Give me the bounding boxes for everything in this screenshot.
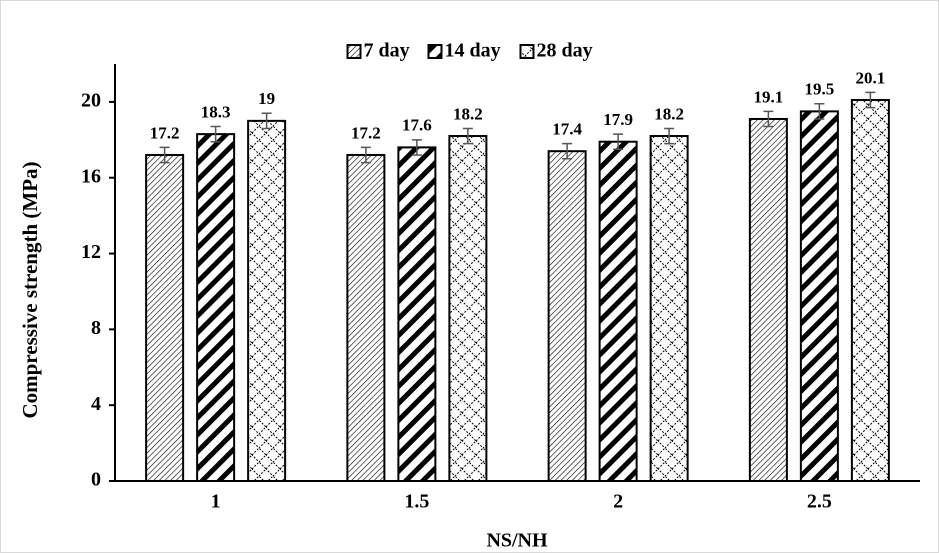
y-tick-label: 20: [81, 90, 101, 112]
error-bar: [814, 103, 825, 120]
data-label: 18.2: [453, 104, 483, 123]
x-tick-label: 1: [211, 491, 221, 513]
data-label: 17.2: [351, 123, 381, 142]
error-bar: [210, 125, 221, 143]
y-tick-label: 16: [81, 165, 101, 187]
error-bar: [664, 127, 675, 145]
y-tick-label: 12: [81, 241, 101, 263]
data-label: 17.2: [150, 123, 180, 142]
data-label: 19.5: [805, 80, 835, 99]
legend-label: 28 day: [537, 40, 593, 62]
error-bar: [360, 146, 371, 164]
error-bar: [261, 112, 272, 130]
data-label: 17.9: [603, 110, 633, 129]
legend: 7 day 14 day 28 day: [346, 40, 593, 62]
y-axis-label: Compressive strength (MPa): [18, 161, 42, 418]
x-tick-label: 1.5: [404, 491, 429, 513]
error-bar: [613, 133, 624, 151]
x-tick-label: 2.5: [807, 491, 832, 513]
data-label: 19: [258, 89, 275, 108]
legend-label: 7 day: [364, 40, 410, 62]
data-label: 20.1: [856, 68, 886, 87]
bar: [649, 135, 689, 482]
y-tick-label: 4: [91, 393, 101, 415]
bar: [346, 153, 386, 482]
legend-label: 14 day: [445, 40, 501, 62]
error-bar: [562, 142, 573, 160]
error-bar: [865, 91, 876, 109]
legend-swatch: [519, 44, 535, 59]
y-tick-label: 8: [91, 317, 101, 339]
legend-swatch: [427, 44, 443, 59]
error-bar: [159, 146, 170, 164]
bar: [598, 140, 638, 483]
error-bar: [763, 110, 774, 128]
bar: [850, 99, 890, 482]
data-label: 18.2: [654, 104, 684, 123]
bar: [547, 150, 587, 482]
data-label: 19.1: [754, 87, 784, 106]
y-tick-label: 0: [91, 469, 101, 491]
legend-swatch: [346, 44, 362, 59]
error-bar: [462, 127, 473, 145]
bar: [247, 119, 287, 482]
data-label: 18.3: [201, 102, 231, 121]
bar: [748, 117, 788, 483]
data-label: 17.4: [552, 120, 582, 139]
bar: [145, 153, 185, 482]
error-bar: [411, 139, 422, 156]
x-tick-label: 2: [613, 491, 623, 513]
bar: [448, 135, 488, 482]
x-axis-label: NS/NH: [486, 530, 548, 552]
bar: [397, 146, 437, 482]
bar: [799, 110, 839, 483]
data-label: 17.6: [402, 116, 432, 135]
bar: [196, 133, 236, 483]
